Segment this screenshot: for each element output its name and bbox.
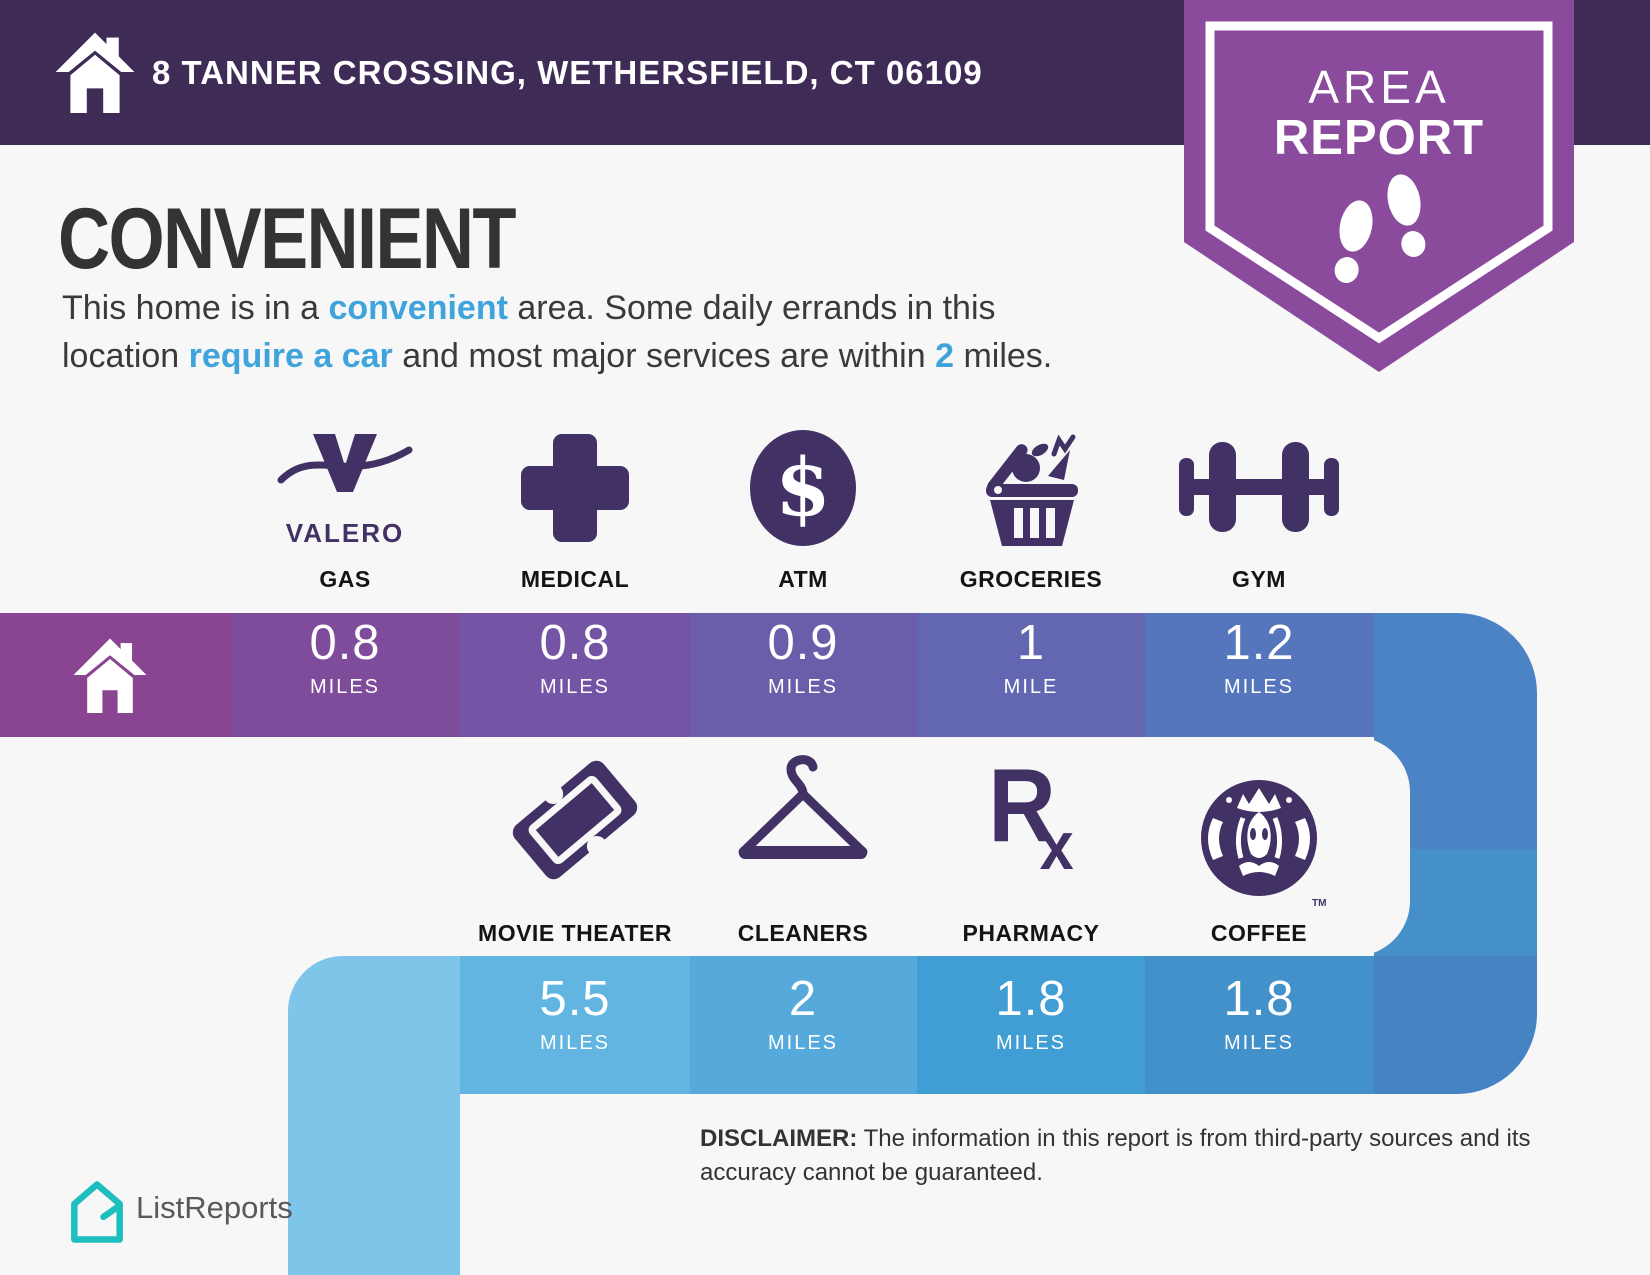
distance-unit: MILES	[309, 676, 381, 698]
distance-value: 0.8	[309, 616, 381, 670]
distance-unit: MILES	[767, 1032, 839, 1054]
distance-value: 1.8	[995, 972, 1067, 1026]
description-text: This home is in a convenient area. Some …	[62, 284, 1107, 381]
distance-movie-theater: 5.5 MILES	[459, 972, 691, 1055]
bar-segment-gas	[230, 613, 460, 737]
valero-gas-icon	[277, 434, 413, 492]
movie-ticket-icon	[512, 760, 638, 880]
area-report-badge	[1184, 0, 1574, 372]
page-title: CONVENIENT	[58, 191, 517, 287]
disclaimer-text: DISCLAIMER: The information in this repo…	[700, 1122, 1580, 1190]
label-coffee: COFFEE	[1210, 920, 1308, 946]
trademark-mark: TM	[1312, 898, 1327, 909]
cleaners-hanger-icon	[738, 755, 868, 859]
desc-seg: miles.	[954, 337, 1053, 376]
distance-atm: 0.9 MILES	[687, 616, 919, 699]
label-gym: GYM	[1232, 566, 1286, 592]
distance-pharmacy: 1.8 MILES	[915, 972, 1147, 1055]
badge-title-line1: AREA	[1308, 61, 1450, 113]
desc-highlight: require a car	[188, 337, 393, 376]
distance-value: 5.5	[539, 972, 611, 1026]
distance-value: 1	[1016, 616, 1046, 670]
disclaimer-label: DISCLAIMER:	[700, 1125, 858, 1152]
distance-gym: 1.2 MILES	[1143, 616, 1375, 699]
label-medical: MEDICAL	[520, 566, 630, 592]
pharmacy-rx-icon: Rx	[973, 754, 1090, 884]
distance-unit: MILES	[995, 1032, 1067, 1054]
bar-segment-movie	[460, 956, 690, 1094]
snake-column-upper	[1374, 737, 1537, 849]
distance-unit: MILES	[1223, 1032, 1295, 1054]
desc-seg: and most major services are within	[392, 337, 936, 376]
snake-turn-bottom	[1374, 956, 1537, 1094]
bar-segment-coffee	[1145, 956, 1374, 1094]
bar-segment-pharmacy	[917, 956, 1145, 1094]
snake-tail-strip	[288, 956, 460, 1275]
rx-letter-x: x	[1039, 808, 1074, 884]
badge-title-line2: REPORT	[1273, 111, 1485, 165]
distance-value: 1.2	[1223, 616, 1295, 670]
home-marker-icon	[73, 638, 147, 713]
label-groceries: GROCERIES	[959, 566, 1103, 592]
dollar-glyph: $	[775, 440, 831, 534]
desc-seg: This home is in a	[62, 289, 329, 327]
badge-inner-border	[1205, 21, 1553, 344]
desc-highlight: 2	[935, 337, 954, 376]
property-address: 8 TANNER CROSSING, WETHERSFIELD, CT 0610…	[152, 54, 983, 91]
label-atm: ATM	[778, 566, 828, 592]
distance-coffee: 1.8 MILES	[1143, 972, 1375, 1055]
bar-segment-atm	[690, 613, 917, 737]
distance-cleaners: 2 MILES	[687, 972, 919, 1055]
distance-value: 0.9	[767, 616, 839, 670]
bar-segment-cleaners	[690, 956, 917, 1094]
distance-unit: MILE	[1003, 676, 1059, 698]
distance-medical: 0.8 MILES	[459, 616, 691, 699]
bar-segment-medical	[460, 613, 690, 737]
rx-letter-r: R	[988, 748, 1056, 864]
starbucks-coffee-icon	[1201, 780, 1317, 896]
label-pharmacy: PHARMACY	[962, 920, 1100, 946]
distance-unit: MILES	[539, 676, 611, 698]
label-cleaners: CLEANERS	[737, 920, 869, 946]
listreports-logo-icon	[71, 1181, 123, 1243]
atm-dollar-icon: $	[750, 430, 856, 546]
desc-seg: area. Some daily errands in this locatio…	[62, 289, 996, 376]
distance-value: 1.8	[1223, 972, 1295, 1026]
groceries-basket-icon	[986, 434, 1078, 546]
label-gas: GAS	[319, 566, 371, 592]
medical-cross-icon	[521, 434, 629, 542]
distance-unit: MILES	[539, 1032, 611, 1054]
label-movie-theater: MOVIE THEATER	[478, 920, 672, 946]
distance-gas: 0.8 MILES	[229, 616, 461, 699]
home-icon	[55, 32, 135, 113]
desc-highlight: convenient	[328, 289, 508, 327]
distance-groceries: 1 MILE	[915, 616, 1147, 699]
footprints-icon	[1334, 174, 1426, 283]
distance-value: 2	[788, 972, 818, 1026]
distance-value: 0.8	[539, 616, 611, 670]
valero-wordmark: VALERO	[285, 518, 405, 548]
snake-column-lower	[1374, 849, 1537, 956]
distance-unit: MILES	[767, 676, 839, 698]
snake-turn-top	[1374, 613, 1537, 737]
gym-dumbbell-icon	[1179, 442, 1339, 532]
disclaimer-body: The information in this report is from t…	[700, 1125, 1531, 1186]
distance-unit: MILES	[1223, 676, 1295, 698]
bar-segment-gym	[1145, 613, 1374, 737]
bar-segment-groceries	[917, 613, 1145, 737]
listreports-wordmark: ListReports	[136, 1190, 293, 1225]
